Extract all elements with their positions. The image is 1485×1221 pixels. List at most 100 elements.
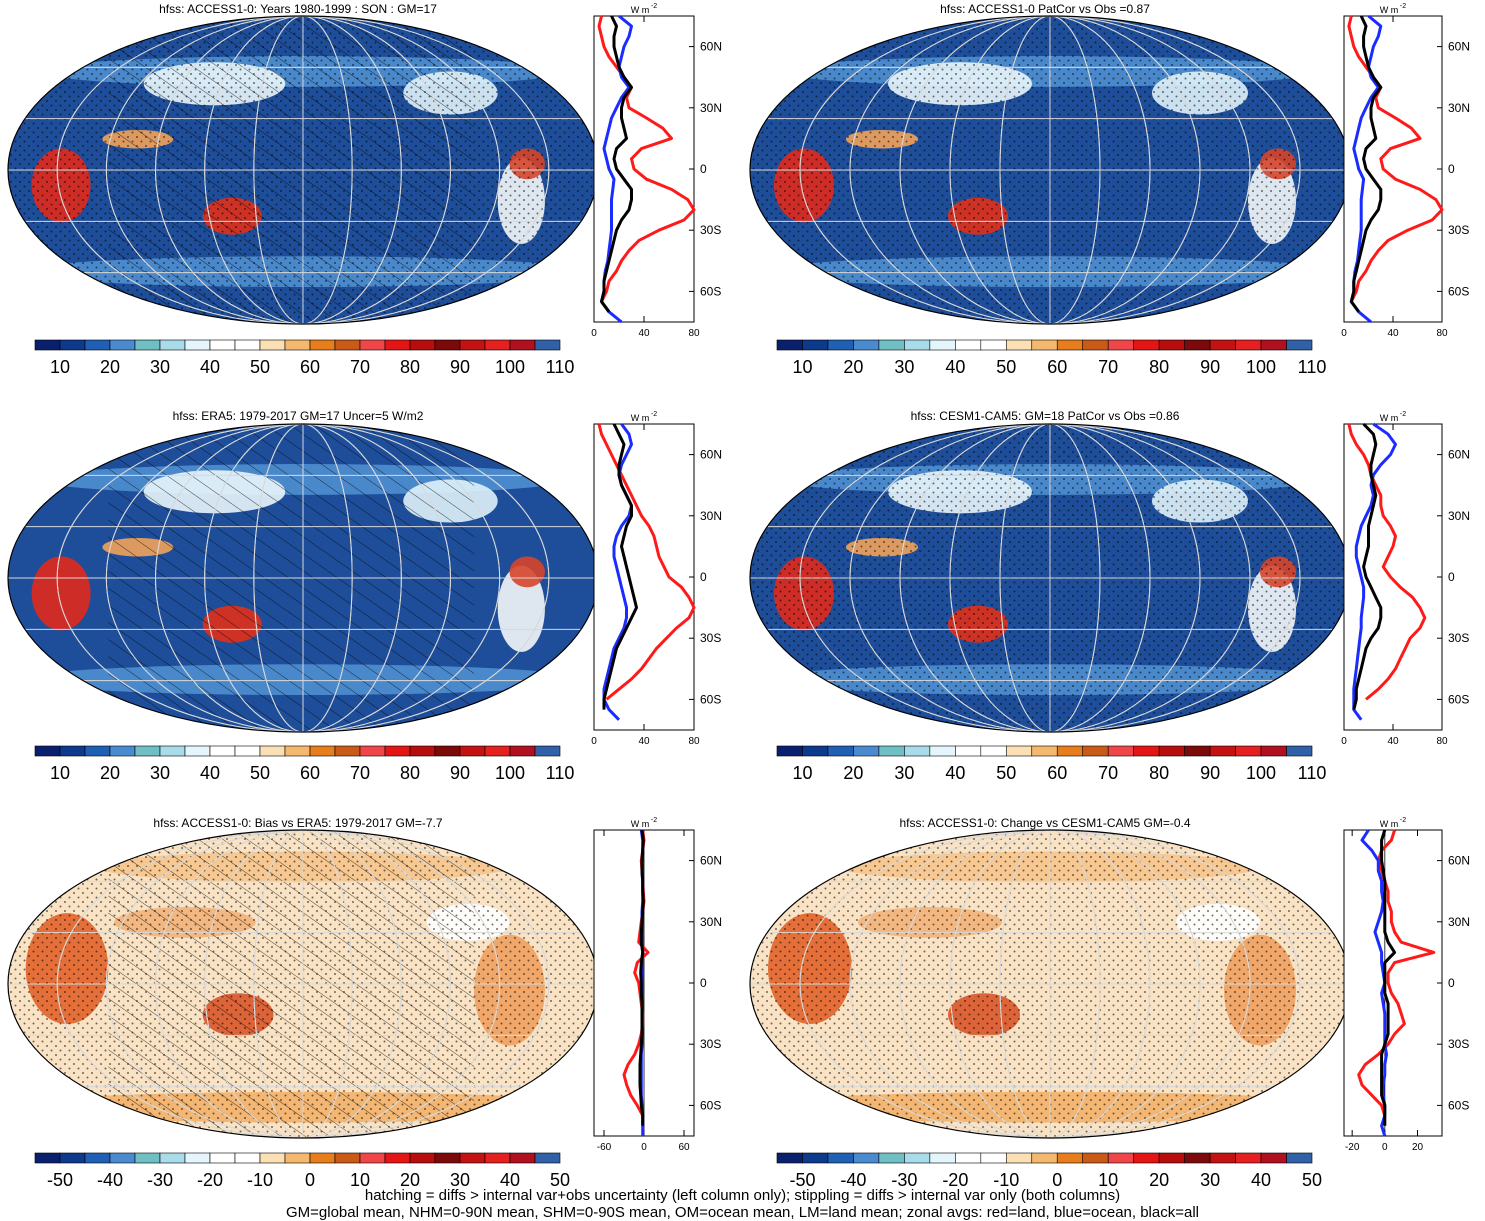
x-tick-label: 40 <box>1387 736 1399 747</box>
zonal-profile: W m -2 60N 30N 0 30S 60S -60 0 60 <box>593 817 722 1153</box>
panel-title: hfss: ACCESS1-0: Change vs CESM1-CAM5 GM… <box>899 816 1190 830</box>
colorbar-label: 90 <box>1200 763 1220 783</box>
zonal-profile: W m -2 60N 30N 0 30S 60S 0 40 80 <box>1341 3 1470 339</box>
map-field <box>497 565 545 652</box>
graticule-lon <box>253 424 353 732</box>
graticule-lon <box>999 424 1101 732</box>
colorbar-label: 40 <box>1251 1170 1271 1190</box>
colorbar: -50 -40 -30 -20 -10 0 10 20 30 40 50 <box>34 1152 570 1190</box>
colorbar-label: 10 <box>50 357 70 377</box>
colorbar-swatch <box>1209 339 1236 351</box>
colorbar-label: -40 <box>97 1170 123 1190</box>
colorbar-swatch <box>209 745 236 757</box>
colorbar-swatch <box>359 339 386 351</box>
colorbar-swatch <box>334 339 361 351</box>
colorbar-swatch <box>59 1152 86 1164</box>
panel-3: hfss: ERA5: 1979-2017 GM=17 Uncer=5 W/m2… <box>7 409 722 783</box>
colorbar-swatch <box>409 745 436 757</box>
panel-title: hfss: ACCESS1-0: Bias vs ERA5: 1979-2017… <box>153 816 442 830</box>
all-line <box>638 829 645 1126</box>
panel-title: hfss: CESM1-CAM5: GM=18 PatCor vs Obs =0… <box>911 409 1180 423</box>
colorbar-swatch <box>234 745 261 757</box>
colorbar-swatch <box>309 339 336 351</box>
colorbar-swatch <box>1235 1152 1262 1164</box>
lat-tick-label: 60S <box>1448 1098 1469 1112</box>
colorbar-swatch <box>34 339 61 351</box>
colorbar-swatch <box>384 339 411 351</box>
colorbar-swatch <box>955 745 982 757</box>
colorbar-label: 30 <box>150 763 170 783</box>
colorbar-swatch <box>1260 1152 1287 1164</box>
colorbar-swatch <box>1082 745 1109 757</box>
colorbar-swatch <box>184 745 211 757</box>
panel-4: hfss: CESM1-CAM5: GM=18 PatCor vs Obs =0… <box>749 409 1470 783</box>
colorbar-swatch <box>1005 1152 1033 1164</box>
profile-unit: W m <box>1380 5 1399 15</box>
colorbar-label: 110 <box>546 357 575 377</box>
lat-tick-label: 30N <box>700 915 722 929</box>
colorbar-swatch <box>334 745 361 757</box>
colorbar-swatch <box>159 1152 186 1164</box>
colorbar-label: 40 <box>945 357 965 377</box>
all-line <box>1380 829 1397 1126</box>
profile-unit-sup: -2 <box>1400 411 1406 418</box>
x-tick-label: 40 <box>1387 328 1399 339</box>
graticule-lon <box>849 424 1251 732</box>
colorbar-label: 20 <box>843 763 863 783</box>
lat-tick-label: 0 <box>700 570 707 584</box>
lat-tick-label: 30N <box>1448 101 1470 115</box>
colorbar-swatch <box>853 745 880 757</box>
x-tick-label: 0 <box>1382 1142 1388 1153</box>
colorbar-label: -20 <box>197 1170 223 1190</box>
colorbar-label: 110 <box>546 763 575 783</box>
colorbar-swatch <box>1133 339 1160 351</box>
x-tick-label: 0 <box>641 1142 647 1153</box>
colorbar-swatch <box>929 745 956 757</box>
map-field <box>509 556 545 588</box>
colorbar-swatch <box>509 745 536 757</box>
colorbar-label: 10 <box>792 357 812 377</box>
colorbar-label: 90 <box>1200 357 1220 377</box>
colorbar-swatch <box>1005 339 1033 351</box>
land-line <box>1347 15 1444 303</box>
profile-unit: W m <box>631 413 650 423</box>
lat-tick-label: 0 <box>700 162 707 176</box>
colorbar-label: 30 <box>894 357 914 377</box>
colorbar-swatch <box>1107 1152 1134 1164</box>
lat-tick-label: 30N <box>700 509 722 523</box>
lat-tick-label: 30S <box>1448 1037 1469 1051</box>
colorbar-label: 20 <box>843 357 863 377</box>
graticule-lon <box>204 424 402 732</box>
colorbar-label: 70 <box>1098 763 1118 783</box>
colorbar-swatch <box>384 745 411 757</box>
colorbar-label: 110 <box>1298 357 1327 377</box>
colorbar-swatch <box>159 339 186 351</box>
colorbar-swatch <box>309 1152 336 1164</box>
colorbar-swatch <box>109 339 136 351</box>
colorbar-swatch <box>1286 1152 1313 1164</box>
colorbar-swatch <box>802 339 829 351</box>
colorbar-swatch <box>929 1152 956 1164</box>
colorbar-swatch <box>109 1152 136 1164</box>
colorbar-swatch <box>459 745 486 757</box>
colorbar-label: -40 <box>840 1170 866 1190</box>
graticule-lon <box>155 424 451 732</box>
colorbar-label: 80 <box>1149 763 1169 783</box>
colorbar-swatch <box>284 745 311 757</box>
colorbar-swatch <box>459 339 486 351</box>
colorbar-swatch <box>1133 1152 1160 1164</box>
colorbar-swatch <box>1082 339 1109 351</box>
colorbar-swatch <box>359 1152 386 1164</box>
zonal-profile: W m -2 60N 30N 0 30S 60S 0 40 80 <box>591 3 722 339</box>
colorbar-swatch <box>853 1152 880 1164</box>
colorbar-swatch <box>1056 339 1084 351</box>
colorbar-swatch <box>59 745 86 757</box>
colorbar-swatch <box>184 1152 211 1164</box>
graticule-lon <box>253 830 353 1138</box>
colorbar-swatch <box>1031 1152 1058 1164</box>
graticule-lon <box>899 16 1201 324</box>
colorbar-swatch <box>776 1152 803 1164</box>
profile-unit: W m <box>631 819 650 829</box>
colorbar: 10 20 30 40 50 60 70 80 90 100 110 <box>34 745 575 783</box>
x-tick-label: 60 <box>678 1142 690 1153</box>
